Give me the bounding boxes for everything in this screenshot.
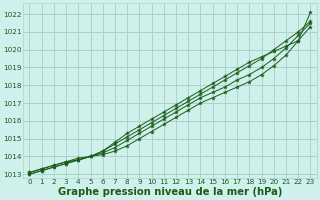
X-axis label: Graphe pression niveau de la mer (hPa): Graphe pression niveau de la mer (hPa) — [58, 187, 282, 197]
